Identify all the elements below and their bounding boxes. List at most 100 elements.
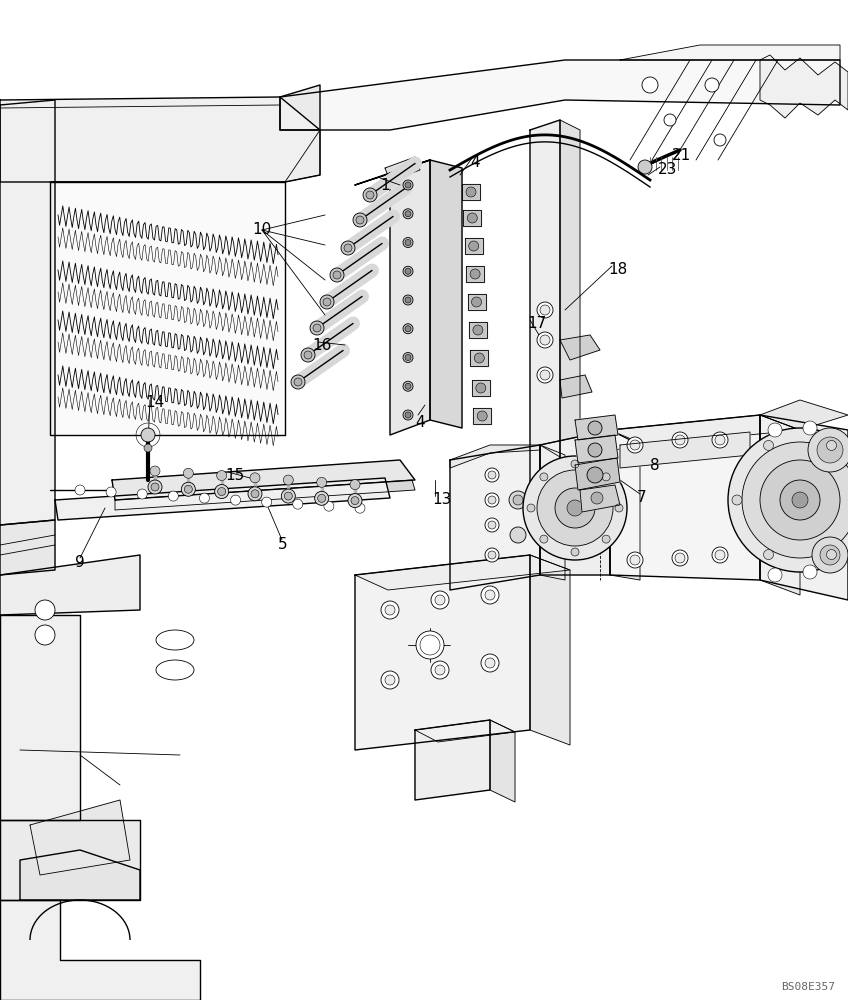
Text: 17: 17: [527, 316, 546, 331]
Circle shape: [405, 211, 411, 217]
Polygon shape: [560, 375, 592, 398]
Circle shape: [510, 527, 526, 543]
Circle shape: [184, 485, 192, 493]
Circle shape: [527, 504, 535, 512]
Text: 16: 16: [312, 338, 332, 353]
Circle shape: [169, 491, 178, 501]
Circle shape: [250, 473, 260, 483]
Circle shape: [282, 489, 295, 503]
Circle shape: [403, 324, 413, 334]
Polygon shape: [530, 120, 560, 510]
Circle shape: [537, 367, 553, 383]
Circle shape: [293, 499, 303, 509]
Circle shape: [301, 348, 315, 362]
Polygon shape: [471, 350, 488, 366]
Polygon shape: [465, 238, 483, 254]
Circle shape: [150, 466, 160, 476]
Polygon shape: [620, 432, 750, 468]
Polygon shape: [280, 85, 320, 130]
Circle shape: [318, 494, 326, 502]
Circle shape: [405, 297, 411, 303]
Text: 1: 1: [380, 178, 389, 193]
Circle shape: [540, 305, 550, 315]
Circle shape: [485, 590, 495, 600]
Circle shape: [353, 213, 367, 227]
Circle shape: [284, 492, 293, 500]
Polygon shape: [473, 408, 491, 424]
Polygon shape: [462, 184, 480, 200]
Circle shape: [588, 443, 602, 457]
Circle shape: [106, 487, 116, 497]
Circle shape: [403, 295, 413, 305]
Circle shape: [471, 297, 482, 307]
Polygon shape: [490, 720, 515, 802]
Circle shape: [768, 423, 782, 437]
Polygon shape: [575, 435, 618, 463]
Polygon shape: [415, 720, 490, 800]
Circle shape: [705, 78, 719, 92]
Polygon shape: [280, 60, 840, 130]
Circle shape: [485, 658, 495, 668]
Circle shape: [567, 500, 583, 516]
Circle shape: [591, 492, 603, 504]
Polygon shape: [355, 555, 530, 750]
Polygon shape: [0, 97, 320, 182]
Polygon shape: [115, 480, 415, 510]
Circle shape: [351, 497, 359, 505]
Circle shape: [715, 435, 725, 445]
Circle shape: [540, 535, 548, 543]
Circle shape: [664, 114, 676, 126]
Circle shape: [615, 504, 623, 512]
Circle shape: [477, 411, 488, 421]
Circle shape: [403, 237, 413, 247]
Circle shape: [405, 239, 411, 245]
Polygon shape: [560, 120, 580, 510]
Polygon shape: [0, 900, 200, 1000]
Circle shape: [199, 493, 209, 503]
Circle shape: [218, 488, 226, 496]
Text: 23: 23: [658, 162, 678, 177]
Circle shape: [537, 302, 553, 318]
Text: 21: 21: [672, 148, 691, 163]
Polygon shape: [50, 182, 285, 435]
Polygon shape: [540, 445, 565, 580]
Circle shape: [294, 378, 302, 386]
Circle shape: [627, 552, 643, 568]
Circle shape: [481, 586, 499, 604]
Circle shape: [363, 188, 377, 202]
Circle shape: [348, 494, 362, 508]
Polygon shape: [355, 160, 430, 185]
Circle shape: [792, 492, 808, 508]
Circle shape: [715, 550, 725, 560]
Text: 7: 7: [637, 490, 647, 505]
Circle shape: [537, 470, 613, 546]
Circle shape: [571, 548, 579, 556]
Circle shape: [75, 485, 85, 495]
Circle shape: [431, 591, 449, 609]
Circle shape: [403, 410, 413, 420]
Text: 13: 13: [432, 492, 451, 507]
Polygon shape: [575, 458, 620, 490]
Polygon shape: [390, 160, 430, 435]
Polygon shape: [575, 415, 618, 440]
Circle shape: [330, 268, 344, 282]
Circle shape: [416, 631, 444, 659]
Circle shape: [540, 335, 550, 345]
Text: 8: 8: [650, 458, 660, 473]
Circle shape: [248, 487, 262, 501]
Circle shape: [137, 489, 148, 499]
Circle shape: [435, 595, 445, 605]
Polygon shape: [430, 160, 462, 428]
Circle shape: [817, 437, 843, 463]
Circle shape: [405, 383, 411, 389]
Circle shape: [470, 269, 480, 279]
Polygon shape: [30, 800, 130, 875]
Circle shape: [403, 180, 413, 190]
Circle shape: [571, 460, 579, 468]
Circle shape: [469, 241, 479, 251]
Circle shape: [780, 480, 820, 520]
Circle shape: [215, 485, 229, 499]
Circle shape: [488, 521, 496, 529]
Circle shape: [403, 209, 413, 219]
Circle shape: [638, 160, 652, 174]
